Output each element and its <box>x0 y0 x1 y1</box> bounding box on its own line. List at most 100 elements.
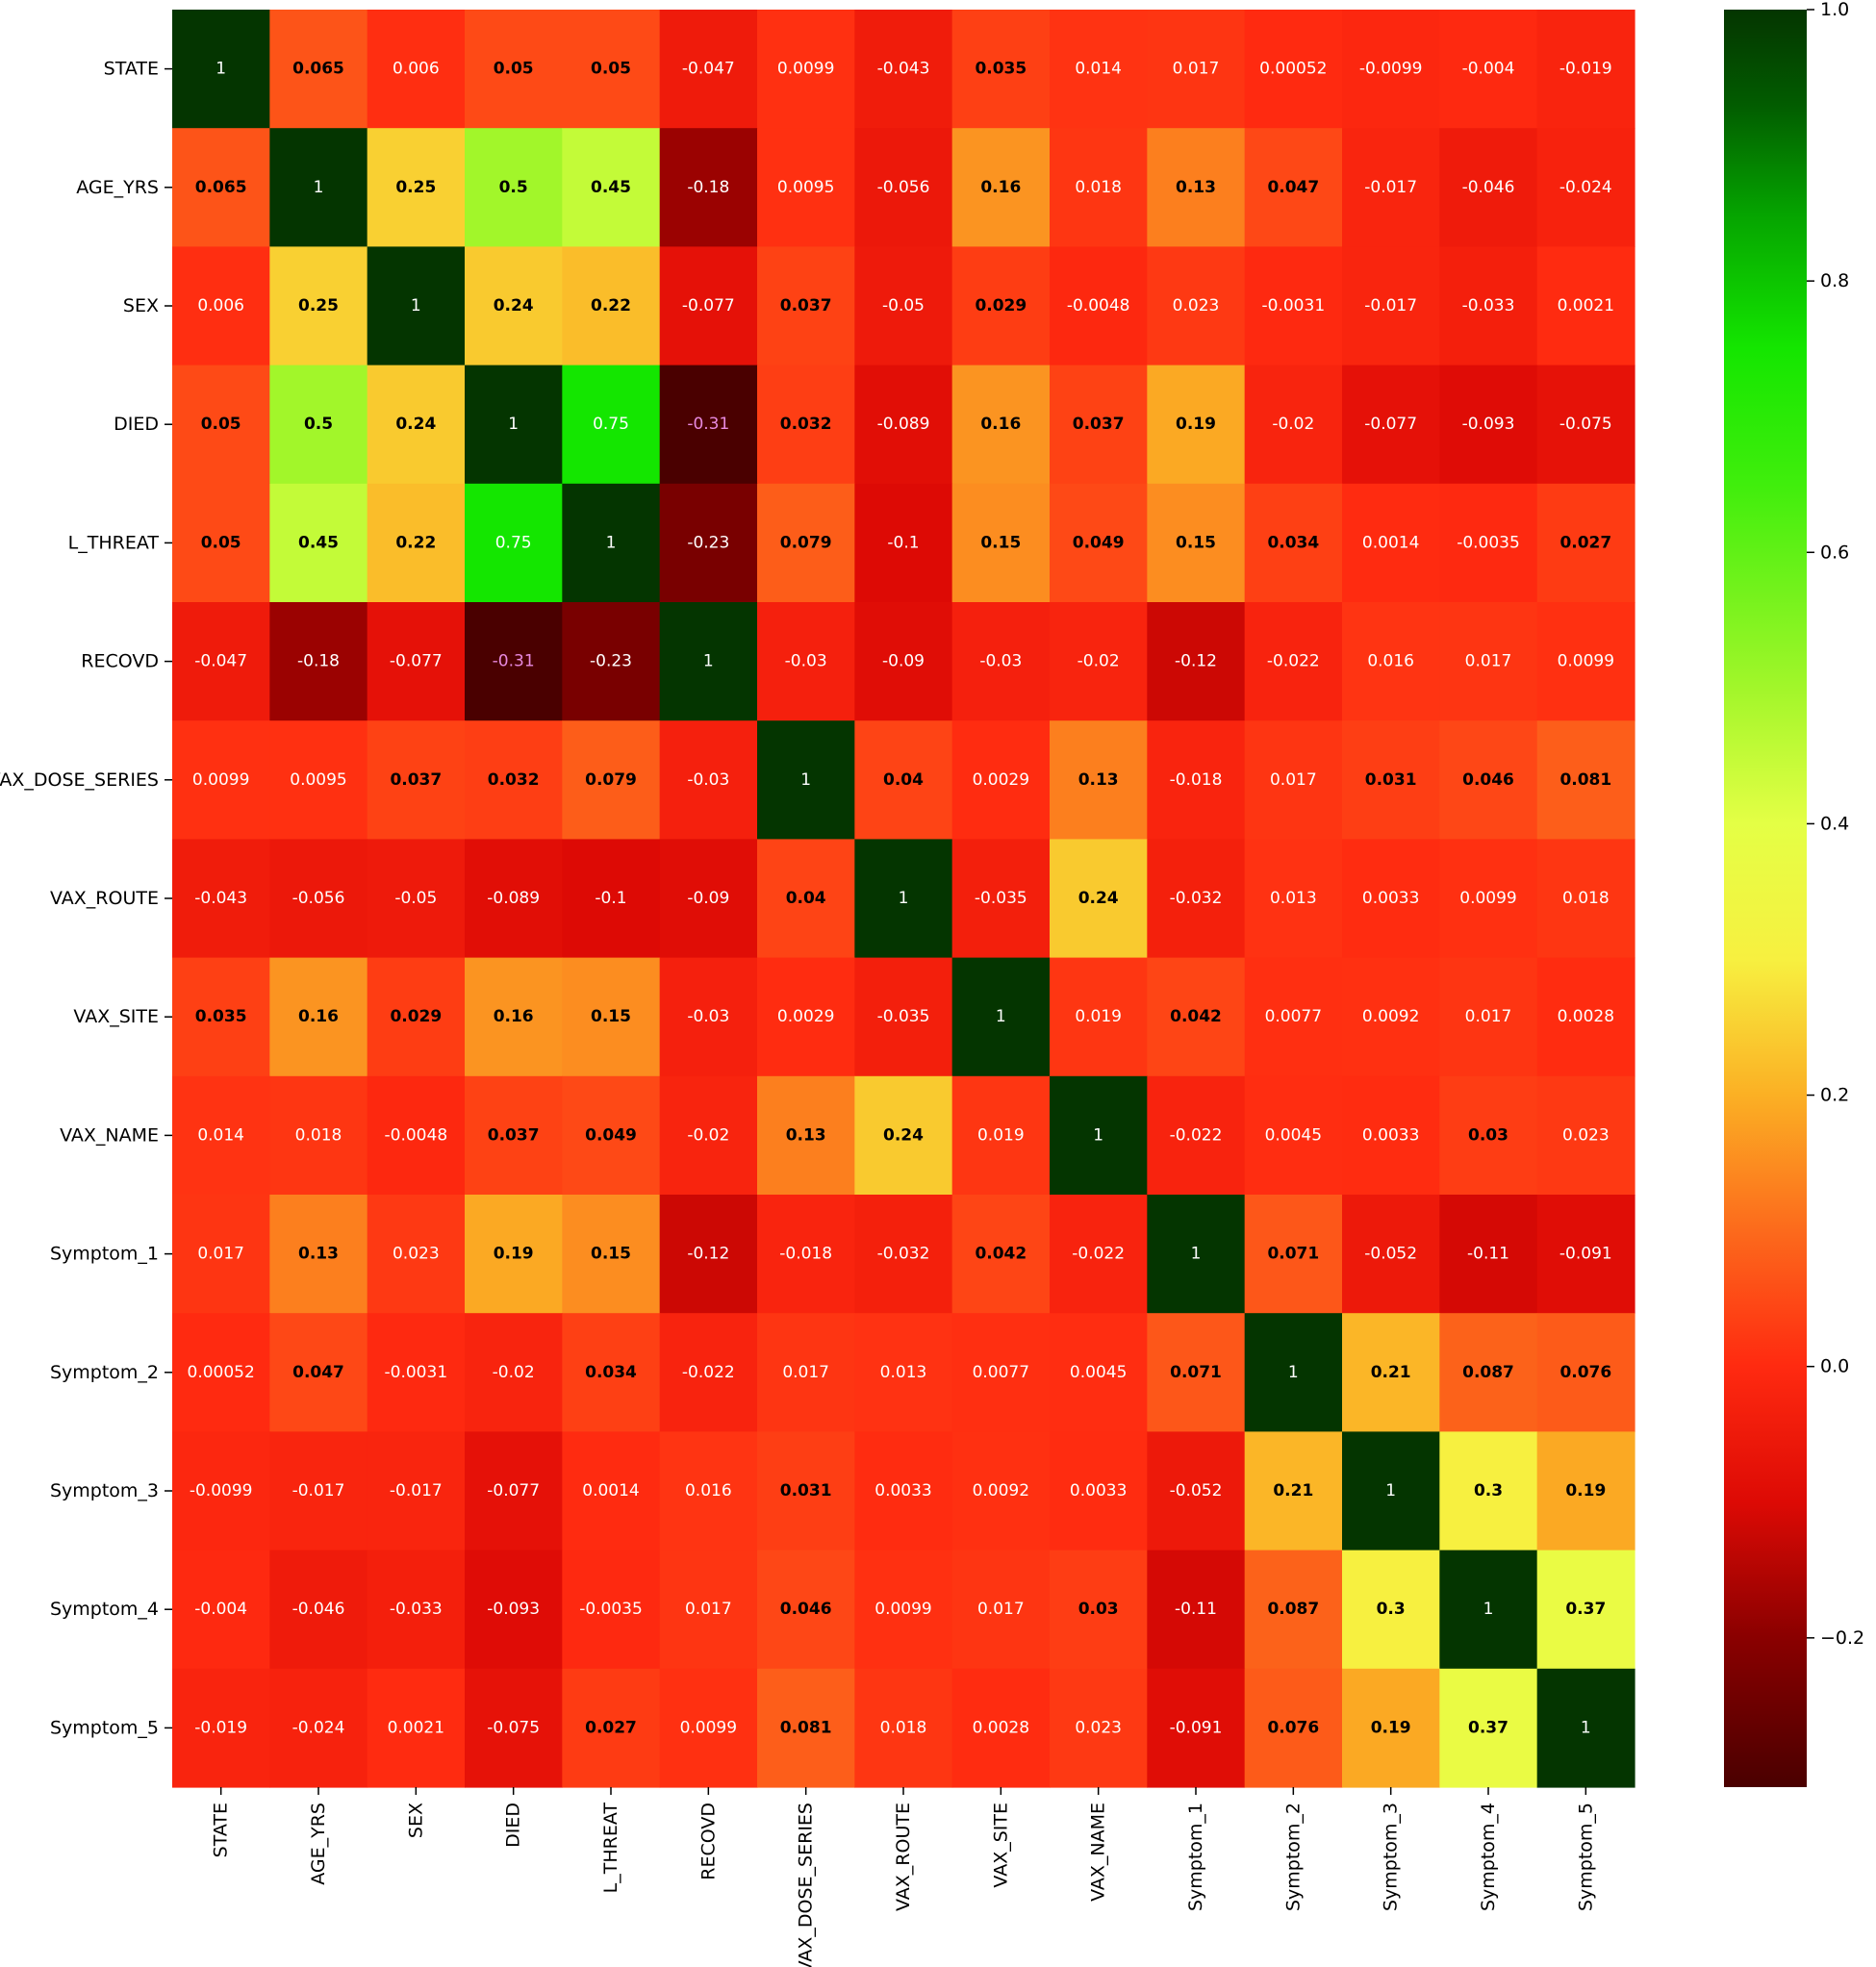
cell-value-label: 0.018 <box>1562 889 1610 908</box>
heatmap-cell <box>951 483 1051 603</box>
heatmap-cell <box>1342 1550 1440 1670</box>
cell-value-label: 0.032 <box>488 770 540 790</box>
cell-value-label: 0.05 <box>591 60 631 79</box>
row-label: VAX_DOSE_SERIES <box>0 769 159 791</box>
cell-value-label: -0.23 <box>590 652 632 671</box>
heatmap-cell <box>1244 10 1343 129</box>
cell-value-label: 0.03 <box>1468 1125 1508 1145</box>
cell-value-label: 0.05 <box>494 60 534 79</box>
heatmap-cell <box>1439 1075 1538 1196</box>
heatmap-cell <box>659 1668 758 1788</box>
cell-value-label: -0.09 <box>882 652 925 671</box>
cell-value-label: 0.0014 <box>1362 533 1419 552</box>
row-label: Symptom_3 <box>50 1480 159 1501</box>
cell-value-label: -0.18 <box>687 178 729 197</box>
heatmap-cell <box>562 1313 661 1432</box>
heatmap-cell <box>1536 10 1635 129</box>
cell-value-label: 0.017 <box>1270 770 1317 790</box>
cell-value-label: -0.03 <box>979 652 1022 671</box>
heatmap-cell <box>1439 1668 1538 1788</box>
cell-value-label: -0.077 <box>390 652 443 671</box>
heatmap-cell <box>172 720 270 840</box>
heatmap-cell <box>1439 1431 1538 1551</box>
cell-value-label: 0.017 <box>1465 1007 1512 1026</box>
column-label: Symptom_1 <box>1185 1803 1206 1911</box>
cell-value-label: 1 <box>1581 1718 1591 1737</box>
cell-value-label: 0.079 <box>780 533 832 552</box>
cell-value-label: -0.004 <box>1462 60 1515 79</box>
row-label: STATE <box>104 59 159 80</box>
heatmap-cell <box>367 602 466 721</box>
colorbar-gradient <box>1724 10 1807 1787</box>
cell-value-label: -0.047 <box>194 652 247 671</box>
cell-value-label: 0.081 <box>1559 770 1611 790</box>
cell-value-label: 0.046 <box>1462 770 1514 790</box>
heatmap-cell <box>1244 602 1343 721</box>
heatmap-cell <box>1244 246 1343 366</box>
heatmap-cell <box>854 1431 953 1551</box>
cell-value-label: 0.22 <box>591 296 631 315</box>
cell-value-label: -0.02 <box>1077 652 1120 671</box>
cell-value-label: 0.014 <box>197 1125 244 1145</box>
heatmap-cell <box>757 957 855 1077</box>
cell-value-label: 0.0099 <box>1459 889 1516 908</box>
heatmap-cell <box>1342 720 1440 840</box>
row-label: VAX_NAME <box>60 1124 159 1146</box>
heatmap-cell <box>1244 483 1343 603</box>
cell-value-label: -0.077 <box>487 1481 540 1500</box>
heatmap-cell <box>465 1195 563 1314</box>
cell-value-label: 0.016 <box>1367 652 1414 671</box>
cell-value-label: 0.0095 <box>290 770 346 790</box>
heatmap-cell <box>1439 365 1538 485</box>
cell-value-label: -0.019 <box>1559 60 1612 79</box>
heatmap-cell <box>1342 839 1440 959</box>
cell-value-label: 0.15 <box>980 533 1021 552</box>
cell-value-label: 0.25 <box>298 296 339 315</box>
heatmap-cell <box>951 365 1051 485</box>
heatmap-cell <box>1244 365 1343 485</box>
heatmap-cell <box>1050 957 1148 1077</box>
heatmap-cell <box>367 839 466 959</box>
heatmap-cell <box>1342 1431 1440 1551</box>
cell-value-label: 0.037 <box>780 296 832 315</box>
cell-value-label: 0.16 <box>298 1007 339 1026</box>
heatmap-cell <box>465 1431 563 1551</box>
cell-value-label: 0.25 <box>395 178 436 197</box>
cell-value-label: 0.087 <box>1462 1363 1514 1382</box>
heatmap-cell <box>1050 10 1148 129</box>
cell-value-label: -0.022 <box>1267 652 1320 671</box>
heatmap-cell <box>951 1431 1051 1551</box>
cell-value-label: -0.0048 <box>1067 296 1130 315</box>
column-label: VAX_SITE <box>990 1803 1011 1888</box>
heatmap-cell <box>269 1313 368 1432</box>
heatmap-cell <box>659 1075 758 1196</box>
heatmap-cell <box>562 1195 661 1314</box>
cell-value-label: 0.45 <box>591 178 631 197</box>
cell-value-label: 0.027 <box>585 1718 637 1737</box>
cell-value-label: 1 <box>411 296 421 315</box>
heatmap-cell <box>1342 1075 1440 1196</box>
cell-value-label: 0.019 <box>1075 1007 1122 1026</box>
cell-value-label: -0.035 <box>877 1007 930 1026</box>
heatmap-cell <box>951 720 1051 840</box>
cell-value-label: 0.017 <box>1465 652 1512 671</box>
cell-value-label: 0.03 <box>1078 1600 1119 1619</box>
cell-value-label: -0.017 <box>1364 178 1417 197</box>
cell-value-label: 0.37 <box>1565 1600 1606 1619</box>
heatmap-cell <box>757 720 855 840</box>
heatmap-cell <box>951 128 1051 247</box>
heatmap-cell <box>1050 1075 1148 1196</box>
heatmap-cell <box>465 839 563 959</box>
cell-value-label: -0.022 <box>1072 1245 1125 1264</box>
heatmap-cell <box>1536 483 1635 603</box>
cell-value-label: -0.23 <box>687 533 729 552</box>
heatmap-cell <box>1536 128 1635 247</box>
cell-value-label: -0.0031 <box>385 1363 448 1382</box>
heatmap-cell <box>854 1075 953 1196</box>
heatmap-cell <box>1147 1668 1246 1788</box>
cell-value-label: 0.0099 <box>875 1600 931 1619</box>
cell-value-label: 0.017 <box>1173 60 1220 79</box>
cell-value-label: 0.0099 <box>680 1718 737 1737</box>
cell-value-label: 0.031 <box>780 1481 832 1500</box>
heatmap-cell <box>1244 1075 1343 1196</box>
